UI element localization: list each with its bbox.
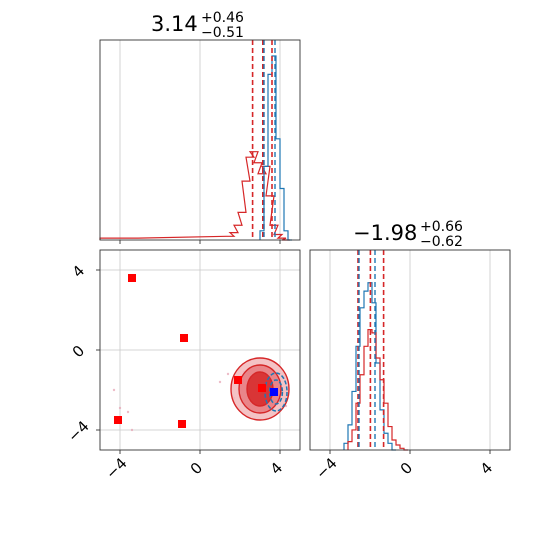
scatter-point-1 bbox=[118, 406, 122, 410]
joint-distribution-panel-frame bbox=[99, 249, 301, 451]
title-param1-value: 3.14 bbox=[151, 12, 198, 36]
marker-blue-square-0 bbox=[270, 388, 278, 396]
scatter-point-3 bbox=[130, 428, 134, 432]
contour-blue-outer bbox=[264, 372, 288, 412]
scatter-point-0 bbox=[112, 388, 116, 392]
marker-red-square-2 bbox=[234, 376, 242, 384]
histogram-red-series bbox=[99, 151, 290, 241]
histogram-panel-param1 bbox=[99, 39, 301, 244]
histogram-panel-param1-frame bbox=[99, 39, 301, 241]
title-param2: −1.98 +0.66 −0.62 bbox=[353, 219, 463, 250]
joint-distribution-panel: −4 0 4−404 bbox=[64, 249, 301, 483]
title-param2-plus: +0.66 bbox=[420, 219, 463, 235]
histogram-panel-param2-frame bbox=[309, 249, 511, 451]
title-param1-plus: +0.46 bbox=[201, 10, 244, 26]
marker-red-square-0 bbox=[128, 274, 136, 282]
marker-red-square-3 bbox=[258, 384, 266, 392]
marker-red-square-4 bbox=[114, 416, 122, 424]
marker-red-square-5 bbox=[178, 420, 186, 428]
title-param2-minus: −0.62 bbox=[420, 234, 463, 250]
histogram-blue-series bbox=[343, 282, 396, 451]
scatter-point-5 bbox=[218, 380, 222, 384]
marker-red-square-1 bbox=[180, 334, 188, 342]
title-param1: 3.14 +0.46 −0.51 bbox=[151, 10, 244, 41]
title-param1-minus: −0.51 bbox=[201, 25, 244, 41]
scatter-point-2 bbox=[126, 410, 130, 414]
scatter-point-4 bbox=[226, 372, 230, 376]
title-param2-value: −1.98 bbox=[353, 221, 417, 245]
contour-blue-inner bbox=[268, 379, 284, 405]
histogram-red-series bbox=[347, 328, 408, 451]
